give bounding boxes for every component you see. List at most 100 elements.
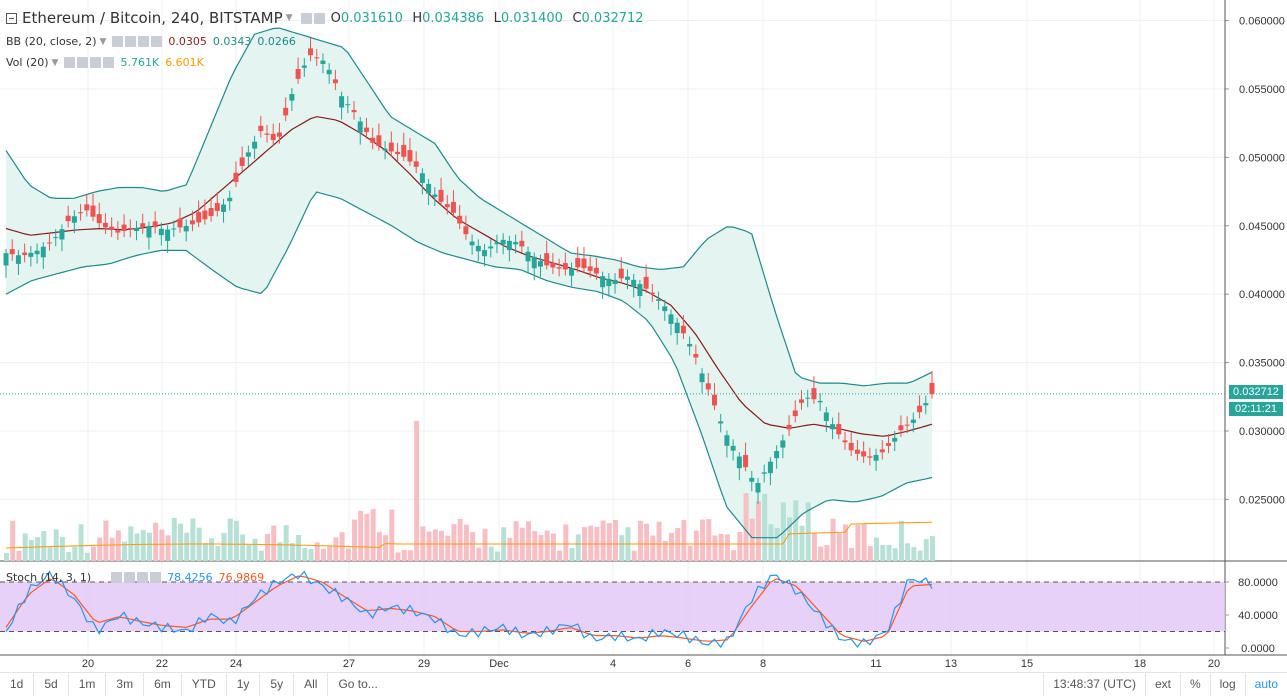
- candle-body: [780, 440, 786, 448]
- time-tick-label: 29: [418, 658, 430, 670]
- stoch-add-icon[interactable]: [137, 572, 149, 583]
- log-toggle[interactable]: log: [1209, 673, 1245, 696]
- range-5y[interactable]: 5y: [260, 673, 295, 696]
- volume-bar: [743, 493, 749, 561]
- volume-bar: [911, 547, 917, 561]
- volume-bar: [233, 520, 239, 561]
- vol-legend: Vol (20) ▼ 5.761K 6.601K: [6, 56, 204, 69]
- settings-icon[interactable]: [300, 12, 312, 24]
- stoch-hide-icon[interactable]: [124, 572, 136, 583]
- volume-bar: [693, 530, 699, 561]
- candle-body: [419, 173, 425, 183]
- bb-dropdown-icon[interactable]: ▼: [99, 36, 107, 47]
- candle-body: [892, 437, 898, 442]
- vol-close-icon[interactable]: [103, 57, 115, 68]
- stoch-d-value: 76.9869: [218, 571, 265, 584]
- candle-body: [550, 262, 556, 268]
- volume-bar: [842, 524, 848, 561]
- vol-settings-icon[interactable]: [64, 57, 76, 68]
- candle-body: [134, 228, 140, 232]
- candle-body: [65, 215, 71, 222]
- bb-add-icon[interactable]: [138, 36, 150, 47]
- volume-bar: [439, 530, 445, 561]
- volume-bar: [91, 546, 97, 561]
- volume-bar: [190, 518, 196, 561]
- candle-body: [363, 127, 369, 133]
- candle-body: [407, 150, 413, 162]
- volume-bar: [755, 501, 761, 561]
- volume-bar: [215, 545, 221, 561]
- volume-bar: [401, 549, 407, 561]
- candle-body: [488, 246, 494, 249]
- volume-bar: [10, 520, 16, 561]
- range-3m[interactable]: 3m: [106, 673, 145, 696]
- volume-bar: [327, 546, 333, 561]
- candle-body: [295, 69, 301, 79]
- clock-time[interactable]: 13:48:37 (UTC): [1043, 673, 1145, 696]
- volume-bar: [383, 535, 389, 561]
- volume-bar: [165, 535, 171, 561]
- open-value: 0.031610: [340, 10, 403, 26]
- candle-body: [276, 132, 282, 137]
- volume-bar: [277, 542, 283, 561]
- volume-bar: [544, 530, 550, 561]
- ext-toggle[interactable]: ext: [1144, 673, 1180, 696]
- auto-toggle[interactable]: auto: [1244, 673, 1287, 696]
- price-chart[interactable]: 0.060000 0.055000 0.050000 0.045000 0.040000…: [0, 0, 1287, 672]
- stoch-close-icon[interactable]: [150, 572, 162, 583]
- range-5d[interactable]: 5d: [34, 673, 69, 696]
- bb-fill: [6, 28, 932, 538]
- hide-icon[interactable]: [313, 12, 325, 24]
- price-tick-label: 0.025000: [1239, 494, 1285, 506]
- candle-body: [724, 435, 730, 446]
- vol-hide-icon[interactable]: [77, 57, 89, 68]
- candle-body: [308, 48, 314, 56]
- volume-bar: [923, 539, 929, 561]
- candle-body: [189, 220, 195, 225]
- candle-body: [438, 189, 444, 202]
- bb-settings-icon[interactable]: [112, 36, 124, 47]
- range-all[interactable]: All: [294, 673, 329, 696]
- range-ytd[interactable]: YTD: [182, 673, 227, 696]
- price-tick-label: 0.040000: [1239, 289, 1285, 301]
- range-1y[interactable]: 1y: [227, 673, 261, 696]
- range-1m[interactable]: 1m: [69, 673, 107, 696]
- candle-body: [867, 456, 873, 458]
- stoch-settings-icon[interactable]: [111, 572, 123, 583]
- candle-body: [252, 141, 258, 149]
- price-tick-label: 0.055000: [1239, 84, 1285, 96]
- volume-bar: [488, 546, 494, 561]
- goto-button[interactable]: Go to...: [338, 677, 378, 691]
- candle-body: [127, 227, 133, 230]
- volume-bar: [513, 521, 519, 561]
- volume-bar: [246, 544, 252, 561]
- percent-toggle[interactable]: %: [1179, 673, 1210, 696]
- range-1d[interactable]: 1d: [0, 673, 35, 696]
- dropdown-arrow-icon[interactable]: ▼: [285, 13, 293, 23]
- volume-bar: [507, 537, 513, 561]
- bb-close-icon[interactable]: [151, 36, 163, 47]
- candle-body: [817, 400, 823, 403]
- stoch-legend: Stoch (14, 3, 1) 78.4256 76.9869: [6, 571, 264, 584]
- candle-body: [475, 245, 481, 252]
- candle-body: [146, 225, 152, 238]
- volume-bar: [28, 539, 34, 561]
- candle-body: [618, 268, 624, 279]
- candle-body: [196, 212, 202, 223]
- candle-body: [917, 405, 923, 413]
- volume-bar: [818, 546, 824, 561]
- candle-body: [774, 451, 780, 459]
- candle-body: [854, 449, 860, 454]
- bb-hide-icon[interactable]: [125, 36, 137, 47]
- volume-bar: [296, 535, 302, 561]
- vol-dropdown-icon[interactable]: ▼: [51, 57, 59, 68]
- candle-body: [531, 256, 537, 269]
- vol-add-icon[interactable]: [90, 57, 102, 68]
- stoch-tick-label: 0.0000: [1241, 643, 1275, 655]
- range-6m[interactable]: 6m: [144, 673, 182, 696]
- volume-bar: [687, 545, 693, 561]
- volume-bar: [72, 546, 78, 561]
- collapse-icon[interactable]: [6, 12, 17, 24]
- volume-bar: [53, 529, 59, 561]
- volume-bar: [414, 421, 420, 561]
